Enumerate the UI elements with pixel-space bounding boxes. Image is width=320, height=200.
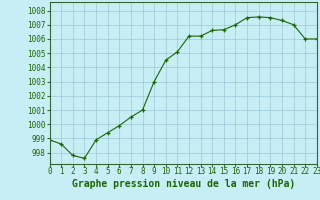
X-axis label: Graphe pression niveau de la mer (hPa): Graphe pression niveau de la mer (hPa) (72, 179, 295, 189)
